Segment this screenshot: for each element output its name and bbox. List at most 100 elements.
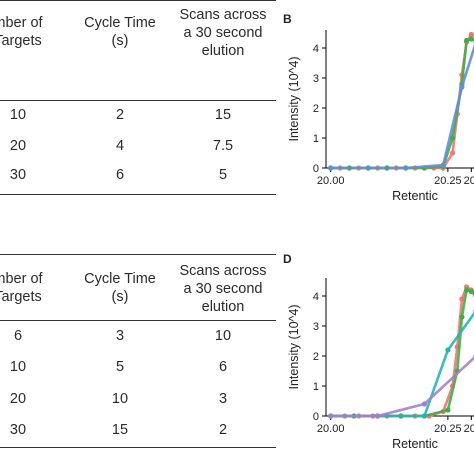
b-series-point-green — [468, 36, 474, 42]
d-x-tick-label: 20. — [464, 423, 474, 435]
table-cell: 15 — [111, 422, 129, 438]
b-series-point-green — [440, 163, 446, 170]
b-y-axis-label: Intensity (10^4) — [287, 56, 301, 141]
b-series-line-blue — [330, 44, 474, 170]
b-series-point-red — [393, 165, 399, 171]
d-x-tick-label: 20.00 — [317, 423, 345, 435]
b-y-tick-label: 0 — [313, 163, 319, 175]
table-cell: 5 — [218, 167, 228, 183]
d-series-point-purple — [421, 401, 427, 407]
b-series-point-green — [450, 135, 456, 141]
panel-label-b: B — [283, 12, 292, 26]
d-series-point-red — [412, 413, 418, 419]
b-series-point-green — [328, 165, 334, 171]
b-y-tick-label: 4 — [313, 43, 319, 55]
d-series-point-green — [328, 413, 334, 419]
table-top-rule-top — [0, 0, 276, 1]
table-cell: 6 — [115, 167, 125, 183]
b-series-point-red — [384, 165, 390, 171]
b-series-point-green — [365, 165, 371, 171]
b-y-tick-label: 2 — [313, 103, 319, 115]
header-line: elution — [201, 299, 245, 315]
table-cell: 30 — [9, 167, 27, 183]
d-y-tick-label: 1 — [313, 381, 319, 393]
header-line: Targets — [0, 33, 42, 49]
d-series-point-red — [384, 413, 390, 419]
b-series-point-red — [337, 165, 343, 171]
table-cell: 7.5 — [212, 138, 234, 154]
table-cell: 30 — [9, 422, 27, 438]
d-series-point-teal — [328, 413, 334, 419]
table-cell: 4 — [115, 138, 125, 154]
b-series-point-red — [440, 165, 446, 171]
b-series-point-red — [431, 165, 437, 171]
panel-label-d: D — [283, 252, 292, 266]
table-top-rule-mid — [0, 100, 276, 101]
table-bottom-header-scans: Scans across a 30 second elution — [170, 262, 276, 316]
table-bottom-rule-bottom — [0, 447, 276, 448]
table-cell: 6 — [13, 328, 23, 344]
b-series-point-red — [365, 165, 371, 171]
d-series-point-teal — [375, 413, 381, 419]
b-series-line-red — [330, 33, 474, 170]
table-bottom-header-targets: mber of Targets — [0, 270, 60, 306]
b-series-point-green — [384, 165, 390, 171]
header-line: Scans across — [179, 7, 267, 23]
table-cell: 5 — [115, 359, 125, 375]
b-series-point-blue — [365, 165, 371, 171]
b-series-point-green — [464, 37, 470, 44]
b-y-tick-label: 1 — [313, 133, 319, 145]
b-series-point-red — [450, 150, 456, 156]
table-cell: 10 — [214, 328, 232, 344]
b-series-point-green — [459, 81, 465, 87]
table-cell: 3 — [115, 328, 125, 344]
b-series-point-green — [403, 165, 409, 171]
header-line: (s) — [111, 33, 129, 49]
d-series-point-red — [454, 344, 460, 350]
header-line: Cycle Time — [84, 271, 156, 287]
header-line: mber of — [0, 271, 43, 287]
table-top-header-targets: mber of Targets — [0, 14, 60, 50]
b-series-point-blue — [459, 84, 465, 90]
b-series-point-red — [328, 165, 334, 171]
b-series-point-red — [459, 72, 465, 78]
header-line: a 30 second — [183, 281, 263, 297]
table-bottom-rule-top — [0, 254, 276, 255]
table-cell: 10 — [9, 107, 27, 123]
b-series-point-red — [375, 165, 381, 171]
d-series-point-red — [370, 413, 376, 419]
d-series-point-red — [468, 287, 474, 293]
header-line: elution — [201, 43, 245, 59]
d-y-tick-label: 4 — [313, 291, 319, 303]
table-cell: 15 — [214, 107, 232, 123]
table-cell: 20 — [9, 138, 27, 154]
table-cell: 20 — [9, 391, 27, 407]
b-series-point-red — [454, 111, 460, 117]
b-series-point-red — [356, 165, 362, 171]
d-y-tick-label: 3 — [313, 321, 319, 333]
table-cell: 2 — [115, 107, 125, 123]
table-cell: 10 — [9, 359, 27, 375]
header-line: Cycle Time — [84, 15, 156, 31]
table-bottom-header-cycle: Cycle Time (s) — [78, 270, 162, 306]
d-series-point-red — [328, 413, 334, 419]
table-top-header-scans: Scans across a 30 second elution — [170, 6, 276, 60]
header-line: a 30 second — [183, 25, 263, 41]
d-series-point-green — [468, 288, 474, 295]
b-series-line-green — [330, 37, 474, 170]
table-top-header-cycle: Cycle Time (s) — [78, 14, 162, 50]
b-x-tick-label: 20.00 — [317, 175, 345, 187]
d-series-point-green — [421, 413, 427, 419]
d-series-point-green — [445, 407, 451, 413]
table-cell: 2 — [218, 422, 228, 438]
b-x-tick-label: 20.25 — [434, 175, 462, 187]
header-line: Scans across — [179, 263, 267, 279]
d-series-point-red — [398, 413, 404, 419]
b-x-tick-label: 20. — [464, 175, 474, 187]
d-series-point-red — [426, 413, 432, 419]
b-series-point-blue — [440, 162, 446, 168]
d-y-axis-label: Intensity (10^4) — [287, 304, 301, 389]
d-series-point-green — [464, 287, 470, 293]
b-series-point-blue — [403, 165, 409, 171]
b-series-point-red — [421, 165, 427, 171]
